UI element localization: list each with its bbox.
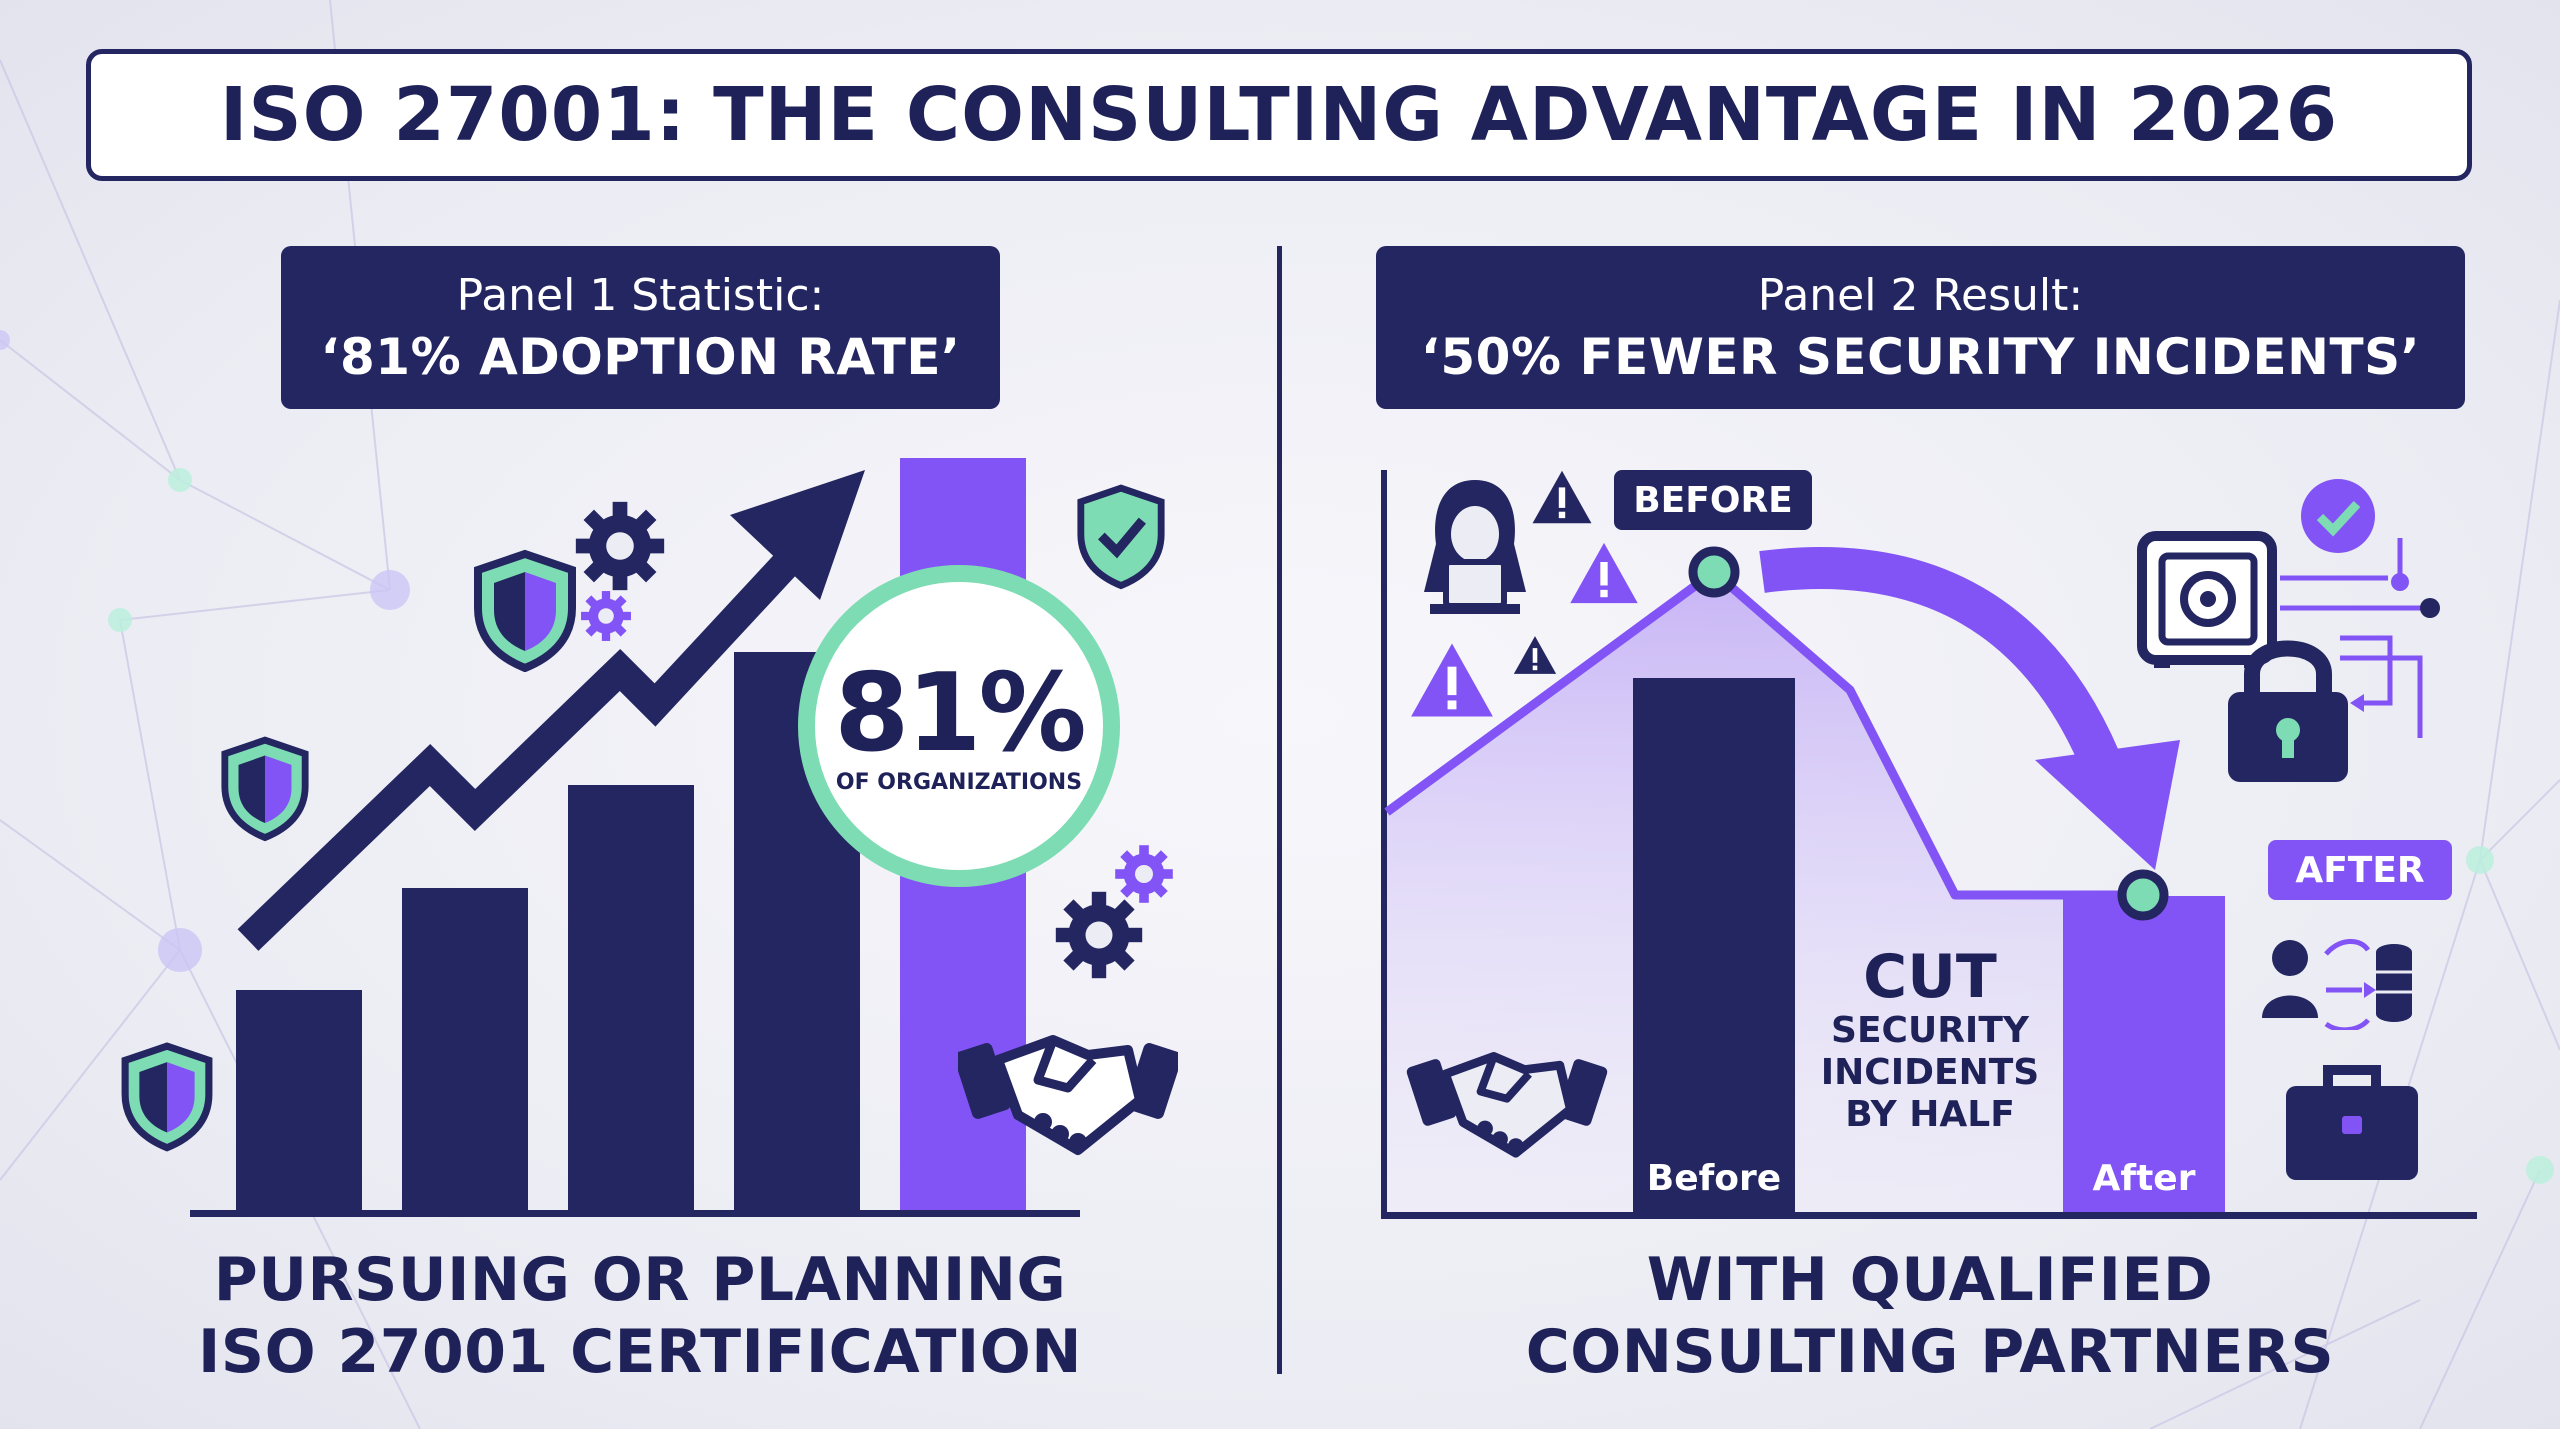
- hacker-icon: [1424, 480, 1526, 614]
- stat-ring: 81% OF ORGANIZATIONS: [798, 565, 1120, 887]
- bar-before-label: Before: [1646, 1158, 1782, 1199]
- growth-bar-3: [568, 785, 694, 1214]
- gear-icon: [1055, 891, 1143, 979]
- marker-before: [1688, 546, 1740, 598]
- growth-bar-2: [402, 888, 528, 1214]
- panel1-caption: PURSUING OR PLANNING ISO 27001 CERTIFICA…: [160, 1244, 1120, 1388]
- curved-arrow: [1759, 547, 2120, 769]
- panel2-caption: WITH QUALIFIED CONSULTING PARTNERS: [1460, 1244, 2400, 1388]
- gear-icon: [581, 591, 631, 641]
- bar-after: [2063, 896, 2225, 1212]
- page-title: ISO 27001: THE CONSULTING ADVANTAGE IN 2…: [219, 72, 2339, 158]
- gear-icon: [1115, 845, 1173, 903]
- panel2-header-subtitle: Panel 2 Result:: [1757, 269, 2084, 321]
- panel1-baseline: [190, 1210, 1080, 1217]
- stat-value: 81%: [834, 650, 1087, 776]
- trend-arrow-icon: [237, 470, 865, 951]
- panel2-y-axis: [1381, 470, 1387, 1218]
- checkmark-icon: [2301, 479, 2375, 553]
- bar-after-label: After: [2092, 1158, 2196, 1199]
- panel2-header: Panel 2 Result: ‘50% FEWER SECURITY INCI…: [1376, 246, 2465, 409]
- marker-after: [2117, 869, 2169, 921]
- panel1-header: Panel 1 Statistic: ‘81% ADOPTION RATE’: [281, 246, 1000, 409]
- growth-bar-1: [236, 990, 362, 1214]
- padlock-icon: [2228, 640, 2348, 782]
- vault-icon: [2137, 531, 2277, 668]
- warning-icon: [1513, 636, 1557, 674]
- cut-line3: BY HALF: [1845, 1094, 2015, 1135]
- panel1-header-title: ‘81% ADOPTION RATE’: [320, 327, 961, 386]
- panel1-caption-line2: ISO 27001 CERTIFICATION: [198, 1317, 1082, 1387]
- panel1-header-subtitle: Panel 1 Statistic:: [456, 269, 825, 321]
- bar-before: [1633, 678, 1795, 1212]
- panel2-x-axis: [1381, 1212, 2477, 1219]
- panel2-caption-line2: CONSULTING PARTNERS: [1525, 1317, 2335, 1387]
- cut-line1: SECURITY: [1831, 1010, 2029, 1051]
- handshake-icon: [958, 1035, 1178, 1155]
- panel1-caption-line1: PURSUING OR PLANNING: [213, 1245, 1067, 1315]
- stat-label: OF ORGANIZATIONS: [835, 769, 1083, 795]
- user-database-icon: [2262, 939, 2412, 1030]
- cut-callout: CUT SECURITY INCIDENTS BY HALF: [1790, 944, 2070, 1136]
- shield-check-icon: [1077, 484, 1165, 590]
- after-tag: AFTER: [2268, 840, 2452, 900]
- panel2-header-title: ‘50% FEWER SECURITY INCIDENTS’: [1420, 327, 2421, 386]
- panel-divider: [1277, 246, 1282, 1374]
- briefcase-icon: [2286, 1065, 2418, 1180]
- warning-icon: [1532, 470, 1592, 524]
- cut-line2: INCIDENTS: [1820, 1052, 2040, 1093]
- handshake-icon: [1406, 1052, 1608, 1158]
- before-tag: BEFORE: [1614, 470, 1812, 530]
- connector-lines: [2280, 538, 2440, 738]
- shield-icon: [474, 549, 576, 672]
- trend-line: [1384, 567, 2143, 900]
- warning-icon: [1570, 542, 1638, 604]
- gear-icon: [575, 501, 665, 591]
- title-banner: ISO 27001: THE CONSULTING ADVANTAGE IN 2…: [86, 49, 2472, 181]
- shield-icon: [121, 1042, 213, 1152]
- panel2-caption-line1: WITH QUALIFIED: [1646, 1245, 2214, 1315]
- shield-icon: [221, 736, 309, 842]
- warning-icon: [1411, 643, 1493, 717]
- cut-title: CUT: [1863, 942, 1997, 1012]
